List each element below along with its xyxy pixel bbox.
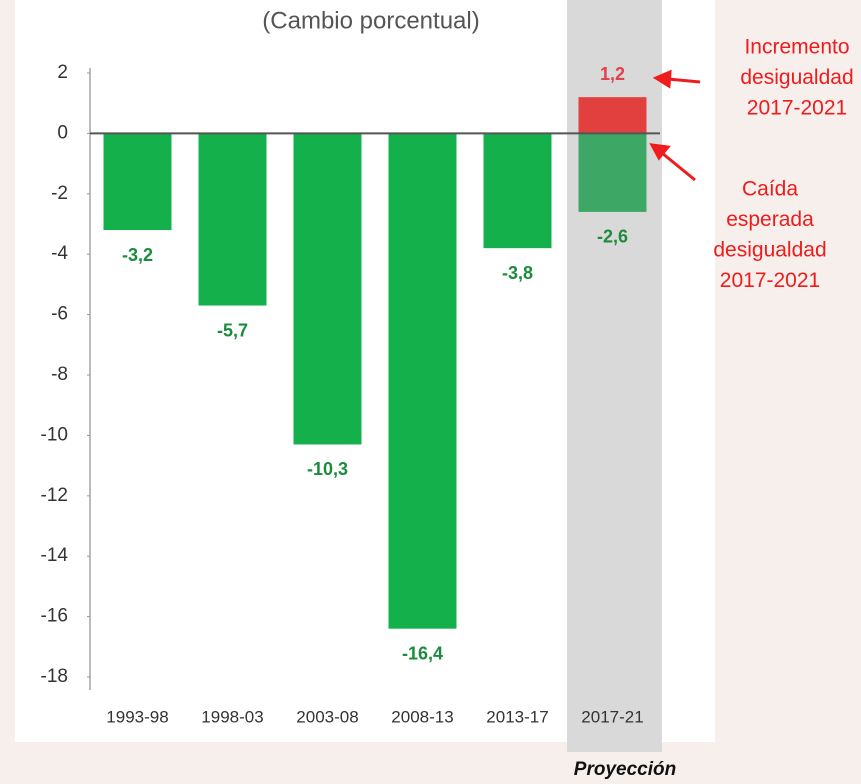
data-label: -3,8 — [502, 263, 533, 283]
bar — [293, 133, 362, 445]
projection-label: Proyección — [574, 759, 676, 780]
bar — [198, 133, 267, 306]
annotation: esperada — [726, 208, 814, 231]
chart-subtitle: (Cambio porcentual) — [262, 7, 479, 34]
y-tick-label: -6 — [51, 304, 68, 325]
annotation: 2017-2021 — [747, 97, 847, 120]
bar — [483, 133, 552, 249]
annotation: desigualdad — [713, 239, 826, 262]
y-tick-label: -4 — [51, 243, 68, 264]
data-label: -10,3 — [307, 459, 348, 479]
y-tick-label: -10 — [41, 424, 68, 445]
data-label: -2,6 — [597, 227, 628, 247]
arrow — [667, 77, 701, 84]
bar — [388, 133, 457, 629]
arrow-head — [652, 69, 672, 89]
y-tick-label: 2 — [57, 62, 68, 83]
x-tick-label: 2013-17 — [486, 707, 548, 726]
x-tick-label: 2008-13 — [391, 707, 453, 726]
y-tick-label: -8 — [51, 364, 68, 385]
bar — [578, 97, 647, 134]
data-label: -3,2 — [122, 245, 153, 265]
data-label: -5,7 — [217, 320, 248, 340]
y-tick-label: -2 — [51, 183, 68, 204]
x-tick-label: 2003-08 — [296, 707, 358, 726]
y-tick-label: -18 — [41, 666, 68, 687]
y-tick-label: -14 — [41, 545, 69, 566]
x-tick-label: 1993-98 — [106, 707, 168, 726]
annotation: 2017-2021 — [720, 269, 820, 292]
annotation: Caída — [742, 178, 798, 201]
x-tick-label: 1998-03 — [201, 707, 263, 726]
x-tick-label: 2017-21 — [581, 707, 643, 726]
arrow-head — [649, 143, 671, 161]
arrows — [649, 69, 701, 182]
arrow — [661, 151, 696, 182]
y-tick-label: -12 — [41, 485, 68, 506]
y-tick-label: -16 — [41, 606, 68, 627]
data-label: 1,2 — [600, 64, 625, 84]
data-label: -16,4 — [402, 643, 443, 663]
y-tick-label: 0 — [57, 122, 68, 143]
bar — [578, 133, 647, 212]
bar — [103, 133, 172, 231]
annotation: desigualdad — [740, 66, 853, 89]
annotation: Incremento — [744, 36, 849, 59]
